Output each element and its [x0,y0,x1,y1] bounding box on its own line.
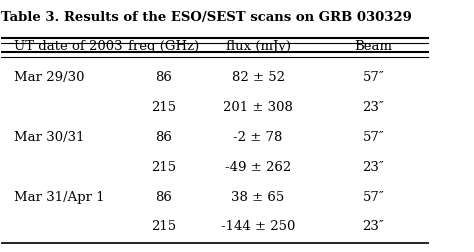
Text: -49 ± 262: -49 ± 262 [225,161,291,174]
Text: 23″: 23″ [363,101,384,114]
Text: 23″: 23″ [363,161,384,174]
Text: UT date of 2003: UT date of 2003 [14,40,123,53]
Text: freq (GHz): freq (GHz) [128,40,200,53]
Text: Table 3. Results of the ESO/SEST scans on GRB 030329: Table 3. Results of the ESO/SEST scans o… [1,11,412,24]
Text: 57″: 57″ [363,71,384,84]
Text: -144 ± 250: -144 ± 250 [221,220,295,233]
Text: Mar 31/Apr 1: Mar 31/Apr 1 [14,191,105,204]
Text: Mar 29/30: Mar 29/30 [14,71,85,84]
Text: 86: 86 [155,131,173,144]
Text: 86: 86 [155,71,173,84]
Text: 86: 86 [155,191,173,204]
Text: 215: 215 [151,161,176,174]
Text: -2 ± 78: -2 ± 78 [233,131,283,144]
Text: 23″: 23″ [363,220,384,233]
Text: Beam: Beam [355,40,392,53]
Text: 82 ± 52: 82 ± 52 [231,71,284,84]
Text: 215: 215 [151,220,176,233]
Text: 215: 215 [151,101,176,114]
Text: 38 ± 65: 38 ± 65 [231,191,284,204]
Text: 57″: 57″ [363,131,384,144]
Text: Mar 30/31: Mar 30/31 [14,131,85,144]
Text: 57″: 57″ [363,191,384,204]
Text: 201 ± 308: 201 ± 308 [223,101,293,114]
Text: flux (mJy): flux (mJy) [226,40,291,53]
